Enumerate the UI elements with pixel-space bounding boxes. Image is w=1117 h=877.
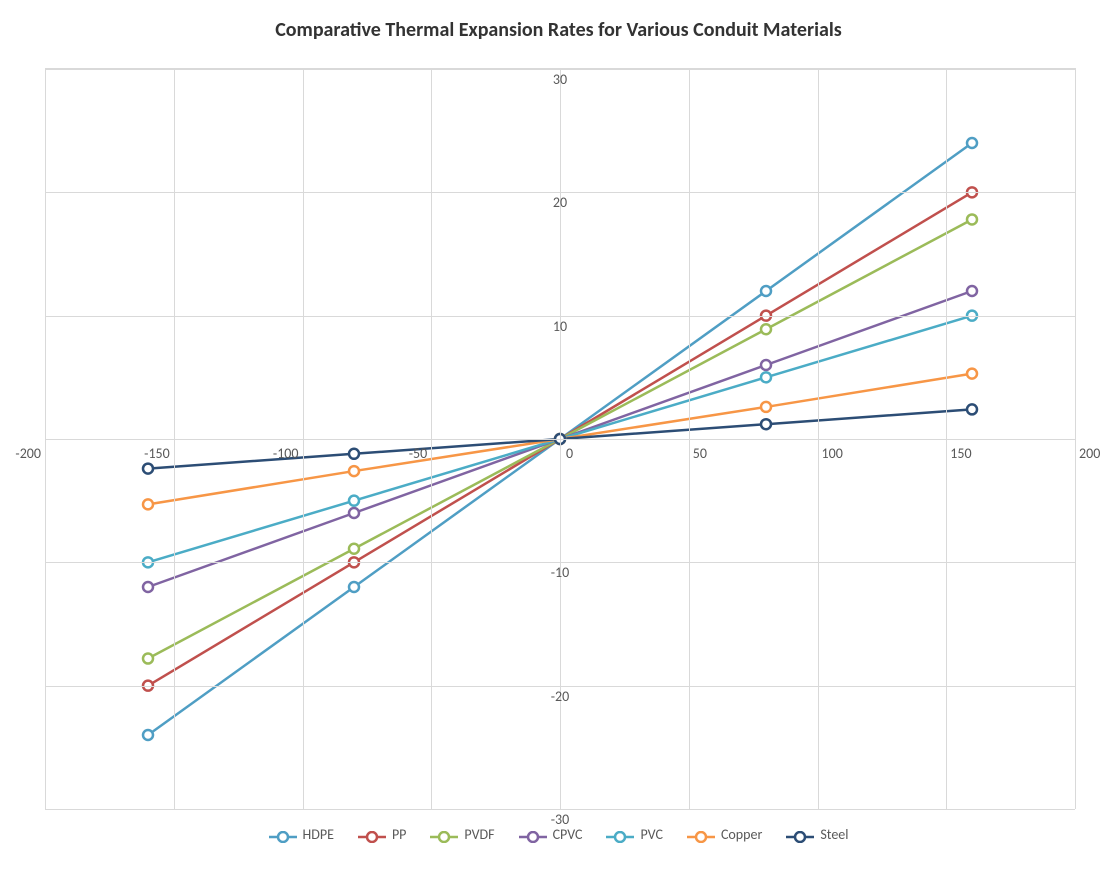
- x-tick-label: 0: [566, 445, 573, 462]
- legend-swatch-icon: [430, 830, 458, 840]
- legend-label: HDPE: [303, 826, 334, 843]
- legend-swatch-icon: [358, 830, 386, 840]
- y-tick-label: -20: [551, 688, 569, 705]
- series-marker-pvc: [349, 496, 359, 506]
- legend-label: Copper: [721, 826, 762, 843]
- legend-item-copper[interactable]: Copper: [687, 826, 762, 843]
- x-tick-label: -100: [273, 445, 299, 462]
- series-marker-hdpe: [761, 286, 771, 296]
- series-marker-pvdf: [349, 544, 359, 554]
- gridline-horizontal: [45, 69, 1075, 70]
- y-tick-label: -10: [551, 564, 569, 581]
- y-tick-label: 20: [553, 194, 567, 211]
- series-marker-cpvc: [143, 582, 153, 592]
- series-marker-hdpe: [967, 138, 977, 148]
- legend-label: PVDF: [464, 826, 494, 843]
- legend-label: CPVC: [553, 826, 583, 843]
- series-marker-steel: [967, 404, 977, 414]
- gridline-horizontal: [45, 316, 1075, 317]
- series-marker-copper: [349, 466, 359, 476]
- legend-item-cpvc[interactable]: CPVC: [519, 826, 583, 843]
- x-tick-label: 150: [950, 445, 971, 462]
- series-marker-steel: [761, 419, 771, 429]
- x-tick-label: 50: [693, 445, 707, 462]
- legend-swatch-icon: [687, 830, 715, 840]
- series-marker-pvdf: [761, 324, 771, 334]
- series-marker-hdpe: [143, 730, 153, 740]
- legend-item-pvdf[interactable]: PVDF: [430, 826, 494, 843]
- x-tick-label: -200: [15, 445, 41, 462]
- series-marker-copper: [967, 369, 977, 379]
- series-marker-steel: [143, 464, 153, 474]
- legend-swatch-icon: [519, 830, 547, 840]
- series-marker-steel: [349, 449, 359, 459]
- legend-swatch-icon: [786, 830, 814, 840]
- series-marker-cpvc: [967, 286, 977, 296]
- gridline-vertical: [1075, 69, 1076, 809]
- x-tick-label: 200: [1079, 445, 1100, 462]
- legend-item-hdpe[interactable]: HDPE: [269, 826, 334, 843]
- series-marker-pvdf: [143, 654, 153, 664]
- legend-item-pp[interactable]: PP: [358, 826, 406, 843]
- gridline-horizontal: [45, 809, 1075, 810]
- legend: HDPE PP PVDF CPVC PVC Copper Steel: [0, 826, 1117, 843]
- legend-swatch-icon: [606, 830, 634, 840]
- gridline-horizontal: [45, 192, 1075, 193]
- gridline-horizontal: [45, 439, 1075, 440]
- x-tick-label: 100: [822, 445, 843, 462]
- chart-container: Comparative Thermal Expansion Rates for …: [0, 0, 1117, 877]
- series-marker-cpvc: [761, 360, 771, 370]
- chart-title: Comparative Thermal Expansion Rates for …: [0, 18, 1117, 42]
- legend-label: Steel: [820, 826, 848, 843]
- legend-label: PVC: [640, 826, 662, 843]
- series-marker-copper: [143, 499, 153, 509]
- gridline-horizontal: [45, 686, 1075, 687]
- series-marker-pvdf: [967, 214, 977, 224]
- plot-area: -200-150-100-50050100150200-30-20-101020…: [45, 68, 1076, 809]
- y-tick-label: 10: [553, 318, 567, 335]
- legend-label: PP: [392, 826, 406, 843]
- x-tick-label: -150: [144, 445, 170, 462]
- legend-swatch-icon: [269, 830, 297, 840]
- gridline-horizontal: [45, 562, 1075, 563]
- series-marker-cpvc: [349, 508, 359, 518]
- x-tick-label: -50: [409, 445, 427, 462]
- legend-item-pvc[interactable]: PVC: [606, 826, 662, 843]
- series-marker-pvc: [761, 372, 771, 382]
- y-tick-label: 30: [553, 71, 567, 88]
- series-marker-hdpe: [349, 582, 359, 592]
- legend-item-steel[interactable]: Steel: [786, 826, 848, 843]
- series-marker-copper: [761, 402, 771, 412]
